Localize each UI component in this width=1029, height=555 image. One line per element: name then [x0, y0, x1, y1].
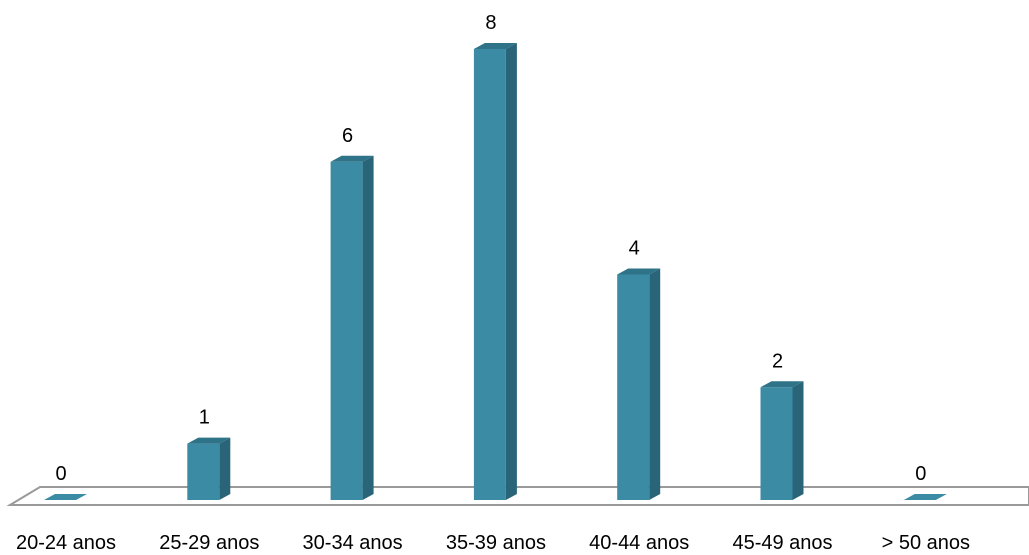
bar-front-face — [617, 274, 650, 500]
bar-top-face — [330, 155, 374, 162]
bar-side-face — [649, 268, 661, 500]
bar-top-face — [187, 437, 231, 444]
x-tick-label: 40-44 anos — [589, 532, 689, 554]
bar-front-face — [187, 443, 220, 500]
data-label: 2 — [772, 350, 783, 372]
x-tick-label: 20-24 anos — [16, 532, 116, 554]
bar — [473, 43, 517, 500]
bar-top-face — [44, 494, 87, 500]
bar — [330, 155, 374, 500]
chart-floor-layer — [6, 486, 1029, 506]
data-label: 4 — [629, 238, 640, 260]
chart-floor — [6, 486, 1029, 506]
category-axis-layer: 20-24 anos 25-29 anos 30-34 anos 35-39 anos… — [16, 532, 970, 554]
bar-side-face — [219, 437, 231, 500]
data-label: 8 — [485, 12, 496, 34]
data-label: 6 — [342, 125, 353, 147]
bar-top-face — [903, 494, 947, 500]
bar-side-face — [362, 155, 374, 500]
x-tick-label: 35-39 anos — [446, 532, 546, 554]
bar — [44, 494, 87, 500]
bar-front-face — [473, 49, 506, 500]
bar-top-face — [760, 381, 804, 388]
bar-side-face — [792, 381, 804, 500]
bars-layer — [44, 43, 947, 500]
data-label: 0 — [55, 463, 66, 485]
bar-front-face — [760, 387, 793, 500]
x-tick-label: 45-49 anos — [732, 532, 832, 554]
data-labels-layer: 0 1 6 8 4 2 0 — [55, 12, 926, 485]
x-tick-label: 30-34 anos — [303, 532, 403, 554]
x-tick-label: 25-29 anos — [159, 532, 259, 554]
bar-side-face — [505, 43, 517, 500]
x-tick-label: > 50 anos — [882, 532, 970, 554]
data-label: 1 — [199, 407, 210, 429]
bar — [187, 437, 231, 500]
data-label: 0 — [915, 463, 926, 485]
bar-top-face — [473, 43, 517, 49]
bar-front-face — [330, 161, 363, 500]
bar — [903, 494, 947, 500]
bar-top-face — [617, 268, 661, 275]
bar — [617, 268, 661, 500]
bar — [760, 381, 804, 500]
